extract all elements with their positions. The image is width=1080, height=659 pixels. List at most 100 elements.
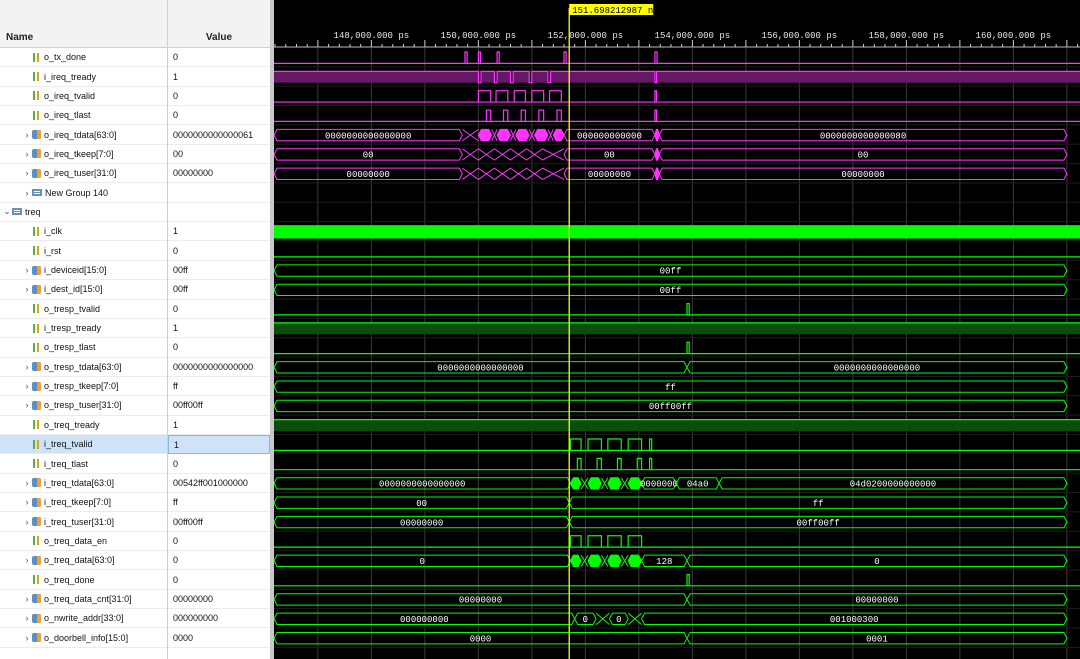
waveform-row[interactable] — [274, 341, 1080, 358]
signal-row[interactable]: o_tresp_tvalid — [0, 300, 167, 319]
signal-value[interactable]: 00 — [168, 145, 270, 165]
expand-chevron-icon[interactable]: › — [25, 168, 29, 179]
name-column-header[interactable]: Name — [0, 0, 167, 48]
waveform-row[interactable] — [274, 535, 1080, 552]
signal-row[interactable]: i_rst — [0, 242, 167, 261]
signal-value[interactable]: 0000000000000000 — [168, 358, 270, 377]
signal-value[interactable]: 000000000 — [168, 609, 270, 629]
waveform-row[interactable]: 00 00 00 — [274, 148, 1080, 165]
panel-splitter[interactable] — [270, 0, 274, 659]
waveform-row[interactable] — [274, 70, 1080, 87]
signal-value[interactable]: 0 — [168, 570, 270, 590]
signal-value[interactable]: 0 — [168, 242, 270, 261]
time-ruler[interactable] — [274, 0, 1080, 48]
signal-row[interactable]: › o_ireq_tdata[63:0] — [0, 125, 167, 145]
waveform-row[interactable] — [274, 573, 1080, 590]
expand-chevron-icon[interactable]: › — [25, 361, 29, 372]
expand-chevron-icon[interactable]: › — [25, 477, 29, 488]
signal-row[interactable]: o_tx_done — [0, 48, 167, 68]
signal-value[interactable]: 1 — [168, 222, 270, 242]
signal-row[interactable]: › o_treq_data[63:0] — [0, 551, 167, 571]
signal-value[interactable]: 0 — [168, 338, 270, 358]
signal-row[interactable]: i_ireq_tready — [0, 67, 167, 87]
signal-value[interactable]: 0 — [168, 532, 270, 552]
signal-row[interactable]: › o_ireq_tkeep[7:0] — [0, 145, 167, 165]
signal-row[interactable]: o_tresp_tlast — [0, 338, 167, 358]
signal-value[interactable]: ff — [168, 377, 270, 397]
signal-value[interactable]: 1 — [168, 319, 270, 339]
signal-row[interactable]: o_treq_data_en — [0, 532, 167, 552]
signal-row[interactable]: ⌄ treq — [0, 203, 167, 223]
expand-chevron-icon[interactable]: › — [25, 613, 29, 624]
waveform-row[interactable]: 0000 0001 — [274, 632, 1080, 648]
signal-row[interactable]: o_ireq_tlast — [0, 106, 167, 126]
waveform-row[interactable] — [274, 90, 1080, 107]
expand-chevron-icon[interactable]: › — [25, 284, 29, 295]
signal-value[interactable]: 00ff — [168, 261, 270, 281]
expand-chevron-icon[interactable]: › — [25, 400, 29, 411]
waveform-area[interactable]: 148,000.000 ps 150,000.000 ps 152,000.000 … — [274, 0, 1080, 659]
waveform-row[interactable] — [274, 322, 1080, 339]
signal-row[interactable]: › o_nwrite_addr[33:0] — [0, 609, 167, 629]
signal-value[interactable]: 1 — [168, 416, 270, 435]
expand-chevron-icon[interactable]: › — [25, 381, 29, 392]
signal-row[interactable]: › o_doorbell_info[15:0] — [0, 629, 167, 648]
signal-value[interactable]: 00ff00ff — [168, 396, 270, 416]
signal-row[interactable]: i_tresp_tready — [0, 319, 167, 339]
signal-row[interactable]: › o_ireq_tuser[31:0] — [0, 164, 167, 184]
waveform-row[interactable] — [274, 457, 1080, 474]
waveform-row[interactable]: ff — [274, 380, 1080, 397]
waveform-row[interactable]: 00ff — [274, 283, 1080, 300]
signal-row[interactable]: › i_treq_tuser[31:0] — [0, 512, 167, 532]
waveform-row[interactable]: 0000000000000000 000000000000 000000000000… — [274, 128, 1080, 145]
waveform-row[interactable]: 0000000000000000 0000000000000000 — [274, 361, 1080, 377]
signal-value[interactable]: ff — [168, 493, 270, 513]
waveform-row[interactable] — [274, 109, 1080, 126]
signal-row[interactable]: o_treq_tready — [0, 416, 167, 435]
expand-chevron-icon[interactable]: › — [25, 593, 29, 604]
signal-value[interactable]: 00000000 — [168, 164, 270, 184]
signal-value[interactable]: 00ff — [168, 280, 270, 300]
waveform-canvas[interactable]: 148,000.000 ps 150,000.000 ps 152,000.000 … — [274, 0, 1080, 659]
signal-row[interactable]: › o_tresp_tkeep[7:0] — [0, 377, 167, 397]
signal-value[interactable]: 1 — [168, 67, 270, 87]
signal-row[interactable]: › i_treq_tkeep[7:0] — [0, 493, 167, 513]
waveform-row[interactable] — [274, 302, 1080, 319]
signal-value[interactable] — [168, 203, 270, 223]
expand-chevron-icon[interactable]: › — [25, 265, 29, 276]
waveform-row[interactable] — [274, 438, 1080, 455]
waveform-row[interactable]: 00000000 00000000 00000000 — [274, 167, 1080, 184]
signal-value[interactable]: 00542ff001000000 — [168, 474, 270, 494]
waveform-row[interactable]: 00000000 00000000 — [274, 593, 1080, 610]
signal-row[interactable]: i_clk — [0, 222, 167, 242]
signal-value[interactable]: 00ff00ff — [168, 512, 270, 532]
expand-chevron-icon[interactable]: › — [25, 187, 29, 198]
signal-row[interactable]: i_treq_tlast — [0, 454, 167, 474]
expand-chevron-icon[interactable]: ⌄ — [3, 206, 11, 217]
waveform-row[interactable] — [274, 419, 1080, 435]
waveform-row[interactable] — [274, 256, 1080, 261]
signal-row[interactable]: o_treq_done — [0, 570, 167, 590]
signal-value[interactable]: 1 — [168, 435, 270, 455]
waveform-row[interactable]: 000000000 0 0 001000300 — [274, 612, 1080, 629]
expand-chevron-icon[interactable]: › — [25, 497, 29, 508]
signal-row[interactable]: i_treq_tvalid — [0, 435, 167, 455]
signal-value[interactable]: 0 — [168, 454, 270, 474]
waveform-row[interactable] — [274, 51, 1080, 68]
waveform-row[interactable]: 0 128 0 — [274, 554, 1080, 571]
signal-value[interactable]: 0000 — [168, 629, 270, 648]
expand-chevron-icon[interactable]: › — [25, 555, 29, 566]
waveform-row[interactable]: 00ff — [274, 264, 1080, 281]
signal-value[interactable]: 0 — [168, 106, 270, 126]
value-column-header[interactable]: Value — [168, 0, 270, 48]
signal-row[interactable]: › New Group 140 — [0, 183, 167, 203]
waveform-row[interactable]: 0000000000000000 0000000 04a0 04d0200000000… — [274, 477, 1080, 494]
signal-value[interactable]: 0 — [168, 551, 270, 571]
signal-row[interactable]: o_ireq_tvalid — [0, 87, 167, 107]
signal-row[interactable]: › i_dest_id[15:0] — [0, 280, 167, 300]
waveform-row[interactable] — [274, 225, 1080, 242]
expand-chevron-icon[interactable]: › — [25, 129, 29, 140]
signal-value[interactable]: 00000000 — [168, 590, 270, 610]
signal-value[interactable] — [168, 183, 270, 203]
